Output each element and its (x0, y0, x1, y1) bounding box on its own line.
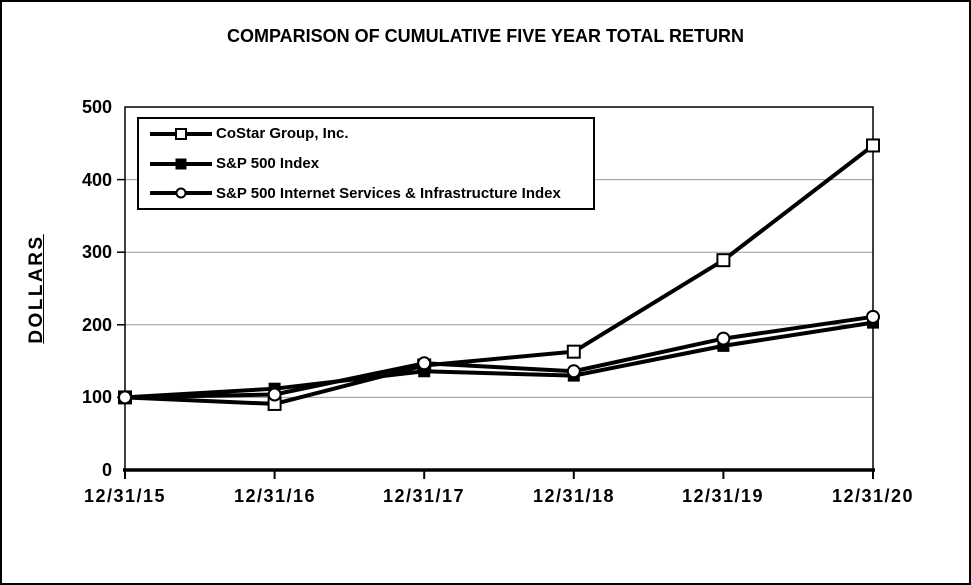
data-point-open-circle (716, 331, 731, 346)
open-circle-marker-icon (175, 187, 187, 199)
chart-title: COMPARISON OF CUMULATIVE FIVE YEAR TOTAL… (226, 26, 745, 46)
legend-swatch (150, 126, 212, 141)
data-point-open-circle (417, 356, 432, 371)
data-point-open-circle (866, 309, 880, 324)
filled-square-marker-icon (175, 158, 187, 169)
x-tick-label: 12/31/17 (382, 486, 466, 506)
data-point-open-circle (118, 390, 132, 405)
legend-item-sp500: S&P 500 Index (150, 149, 593, 179)
legend: CoStar Group, Inc. S&P 500 Index S&P 500… (137, 117, 595, 210)
open-square-marker-icon (175, 127, 187, 140)
x-tick-label: 12/31/20 (831, 486, 915, 506)
x-tick-label: 12/31/15 (83, 486, 167, 506)
legend-swatch (150, 186, 212, 201)
x-tick-label: 12/31/16 (233, 486, 317, 506)
legend-item-sp500-internet: S&P 500 Internet Services & Infrastructu… (150, 178, 593, 208)
y-tick-label: 100 (81, 387, 112, 407)
legend-label: S&P 500 Index (216, 155, 320, 172)
legend-label: CoStar Group, Inc. (216, 125, 349, 143)
y-tick-label: 0 (101, 460, 112, 480)
legend-label: S&P 500 Internet Services & Infrastructu… (216, 184, 561, 202)
data-point-open-square (866, 138, 880, 153)
data-point-open-circle (267, 387, 282, 402)
y-tick-label: 500 (81, 97, 112, 117)
series-line-1 (124, 320, 874, 400)
y-tick-label: 300 (81, 242, 112, 262)
series-line-0 (124, 143, 875, 406)
data-point-open-circle (566, 364, 581, 379)
x-tick-label: 12/31/18 (532, 486, 616, 506)
y-tick-label: 200 (81, 315, 112, 335)
data-point-open-square (566, 344, 581, 359)
data-point-open-square (716, 253, 731, 268)
legend-item-costar: CoStar Group, Inc. (150, 119, 593, 149)
series-line-2 (124, 314, 874, 400)
y-tick-label: 400 (81, 170, 112, 190)
legend-swatch (150, 156, 212, 171)
x-tick-label: 12/31/19 (681, 486, 765, 506)
